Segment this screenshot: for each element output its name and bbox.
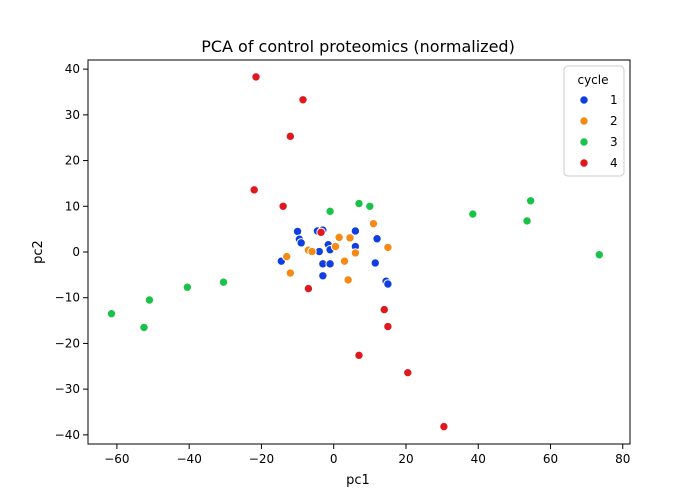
scatter-point-cycle-2 bbox=[285, 268, 296, 278]
x-axis-ticks: −60 −40 −20 0 20 40 60 80 bbox=[104, 444, 630, 466]
scatter-point-cycle-2 bbox=[383, 242, 393, 253]
x-tick-label: −40 bbox=[177, 452, 202, 466]
scatter-point-cycle-4 bbox=[383, 321, 393, 332]
y-tick-label: 30 bbox=[65, 108, 80, 122]
scatter-point-cycle-4 bbox=[298, 95, 308, 105]
x-tick-label: 40 bbox=[471, 452, 486, 466]
y-tick-label: 20 bbox=[65, 154, 80, 168]
scatter-point-cycle-2 bbox=[343, 275, 353, 285]
scatter-point-cycle-1 bbox=[370, 258, 380, 268]
scatter-point-cycle-4 bbox=[251, 72, 261, 82]
y-tick-label: 40 bbox=[65, 62, 80, 76]
legend-label: 4 bbox=[610, 156, 618, 170]
y-axis-ticks: −40 −30 −20 −10 0 10 20 30 40 bbox=[55, 62, 88, 442]
legend-marker bbox=[579, 116, 589, 126]
scatter-point-cycle-3 bbox=[594, 250, 604, 260]
scatter-point-cycle-2 bbox=[350, 248, 361, 258]
legend-items: 1 2 3 4 bbox=[579, 93, 618, 170]
scatter-point-cycle-1 bbox=[383, 279, 393, 289]
x-tick-label: 60 bbox=[543, 452, 558, 466]
scatter-point-cycle-1 bbox=[292, 226, 303, 237]
scatter-point-cycle-4 bbox=[379, 304, 389, 315]
scatter-point-cycle-1 bbox=[372, 234, 382, 244]
scatter-point-cycle-4 bbox=[285, 131, 296, 142]
legend-marker bbox=[579, 158, 589, 168]
scatter-point-cycle-4 bbox=[354, 350, 364, 361]
scatter-point-cycle-1 bbox=[318, 271, 328, 281]
data-points-layer bbox=[106, 72, 604, 432]
scatter-point-cycle-3 bbox=[106, 309, 117, 319]
scatter-point-cycle-4 bbox=[249, 185, 259, 195]
x-axis-label: pc1 bbox=[346, 473, 370, 488]
scatter-point-cycle-3 bbox=[218, 277, 229, 287]
scatter-point-cycle-3 bbox=[182, 282, 193, 292]
scatter-point-cycle-1 bbox=[350, 226, 361, 236]
scatter-point-cycle-4 bbox=[439, 421, 449, 432]
scatter-point-cycle-2 bbox=[339, 256, 350, 266]
scatter-point-cycle-2 bbox=[345, 233, 355, 243]
scatter-point-cycle-4 bbox=[403, 367, 413, 378]
scatter-point-cycle-2 bbox=[307, 246, 317, 257]
scatter-point-cycle-3 bbox=[525, 196, 536, 206]
legend-label: 1 bbox=[610, 93, 618, 107]
scatter-point-cycle-3 bbox=[144, 295, 155, 305]
scatter-point-cycle-4 bbox=[303, 283, 314, 294]
scatter-point-cycle-2 bbox=[282, 251, 292, 262]
scatter-point-cycle-3 bbox=[325, 206, 335, 217]
legend-label: 2 bbox=[610, 114, 618, 128]
scatter-point-cycle-3 bbox=[354, 198, 364, 209]
x-tick-label: −60 bbox=[104, 452, 129, 466]
y-tick-label: 10 bbox=[65, 199, 80, 213]
scatter-point-cycle-2 bbox=[330, 241, 341, 252]
scatter-point-cycle-2 bbox=[334, 232, 344, 243]
legend-label: 3 bbox=[610, 135, 618, 149]
y-tick-label: −30 bbox=[55, 382, 80, 396]
legend-title: cycle bbox=[577, 73, 608, 87]
scatter-point-cycle-3 bbox=[468, 209, 478, 219]
chart-title: PCA of control proteomics (normalized) bbox=[201, 37, 515, 56]
x-tick-label: −20 bbox=[249, 452, 274, 466]
x-tick-label: 20 bbox=[398, 452, 413, 466]
scatter-point-cycle-2 bbox=[368, 218, 379, 229]
y-axis-label: pc2 bbox=[31, 240, 46, 264]
legend-marker bbox=[579, 95, 589, 105]
x-tick-label: 0 bbox=[330, 452, 338, 466]
legend-box bbox=[563, 65, 625, 177]
scatter-point-cycle-4 bbox=[278, 201, 288, 211]
scatter-point-cycle-3 bbox=[365, 201, 375, 211]
y-tick-label: −20 bbox=[55, 336, 80, 350]
y-tick-label: −40 bbox=[55, 428, 80, 442]
scatter-point-cycle-3 bbox=[139, 322, 149, 333]
x-tick-label: 80 bbox=[615, 452, 630, 466]
legend: cycle 1 2 3 4 bbox=[563, 65, 625, 177]
y-tick-label: 0 bbox=[72, 245, 80, 259]
scatter-point-cycle-1 bbox=[296, 238, 306, 248]
scatter-point-cycle-4 bbox=[316, 227, 326, 238]
scatter-point-cycle-3 bbox=[522, 216, 532, 226]
y-tick-label: −10 bbox=[55, 291, 80, 305]
scatter-point-cycle-1 bbox=[325, 259, 335, 269]
legend-marker bbox=[579, 137, 589, 147]
